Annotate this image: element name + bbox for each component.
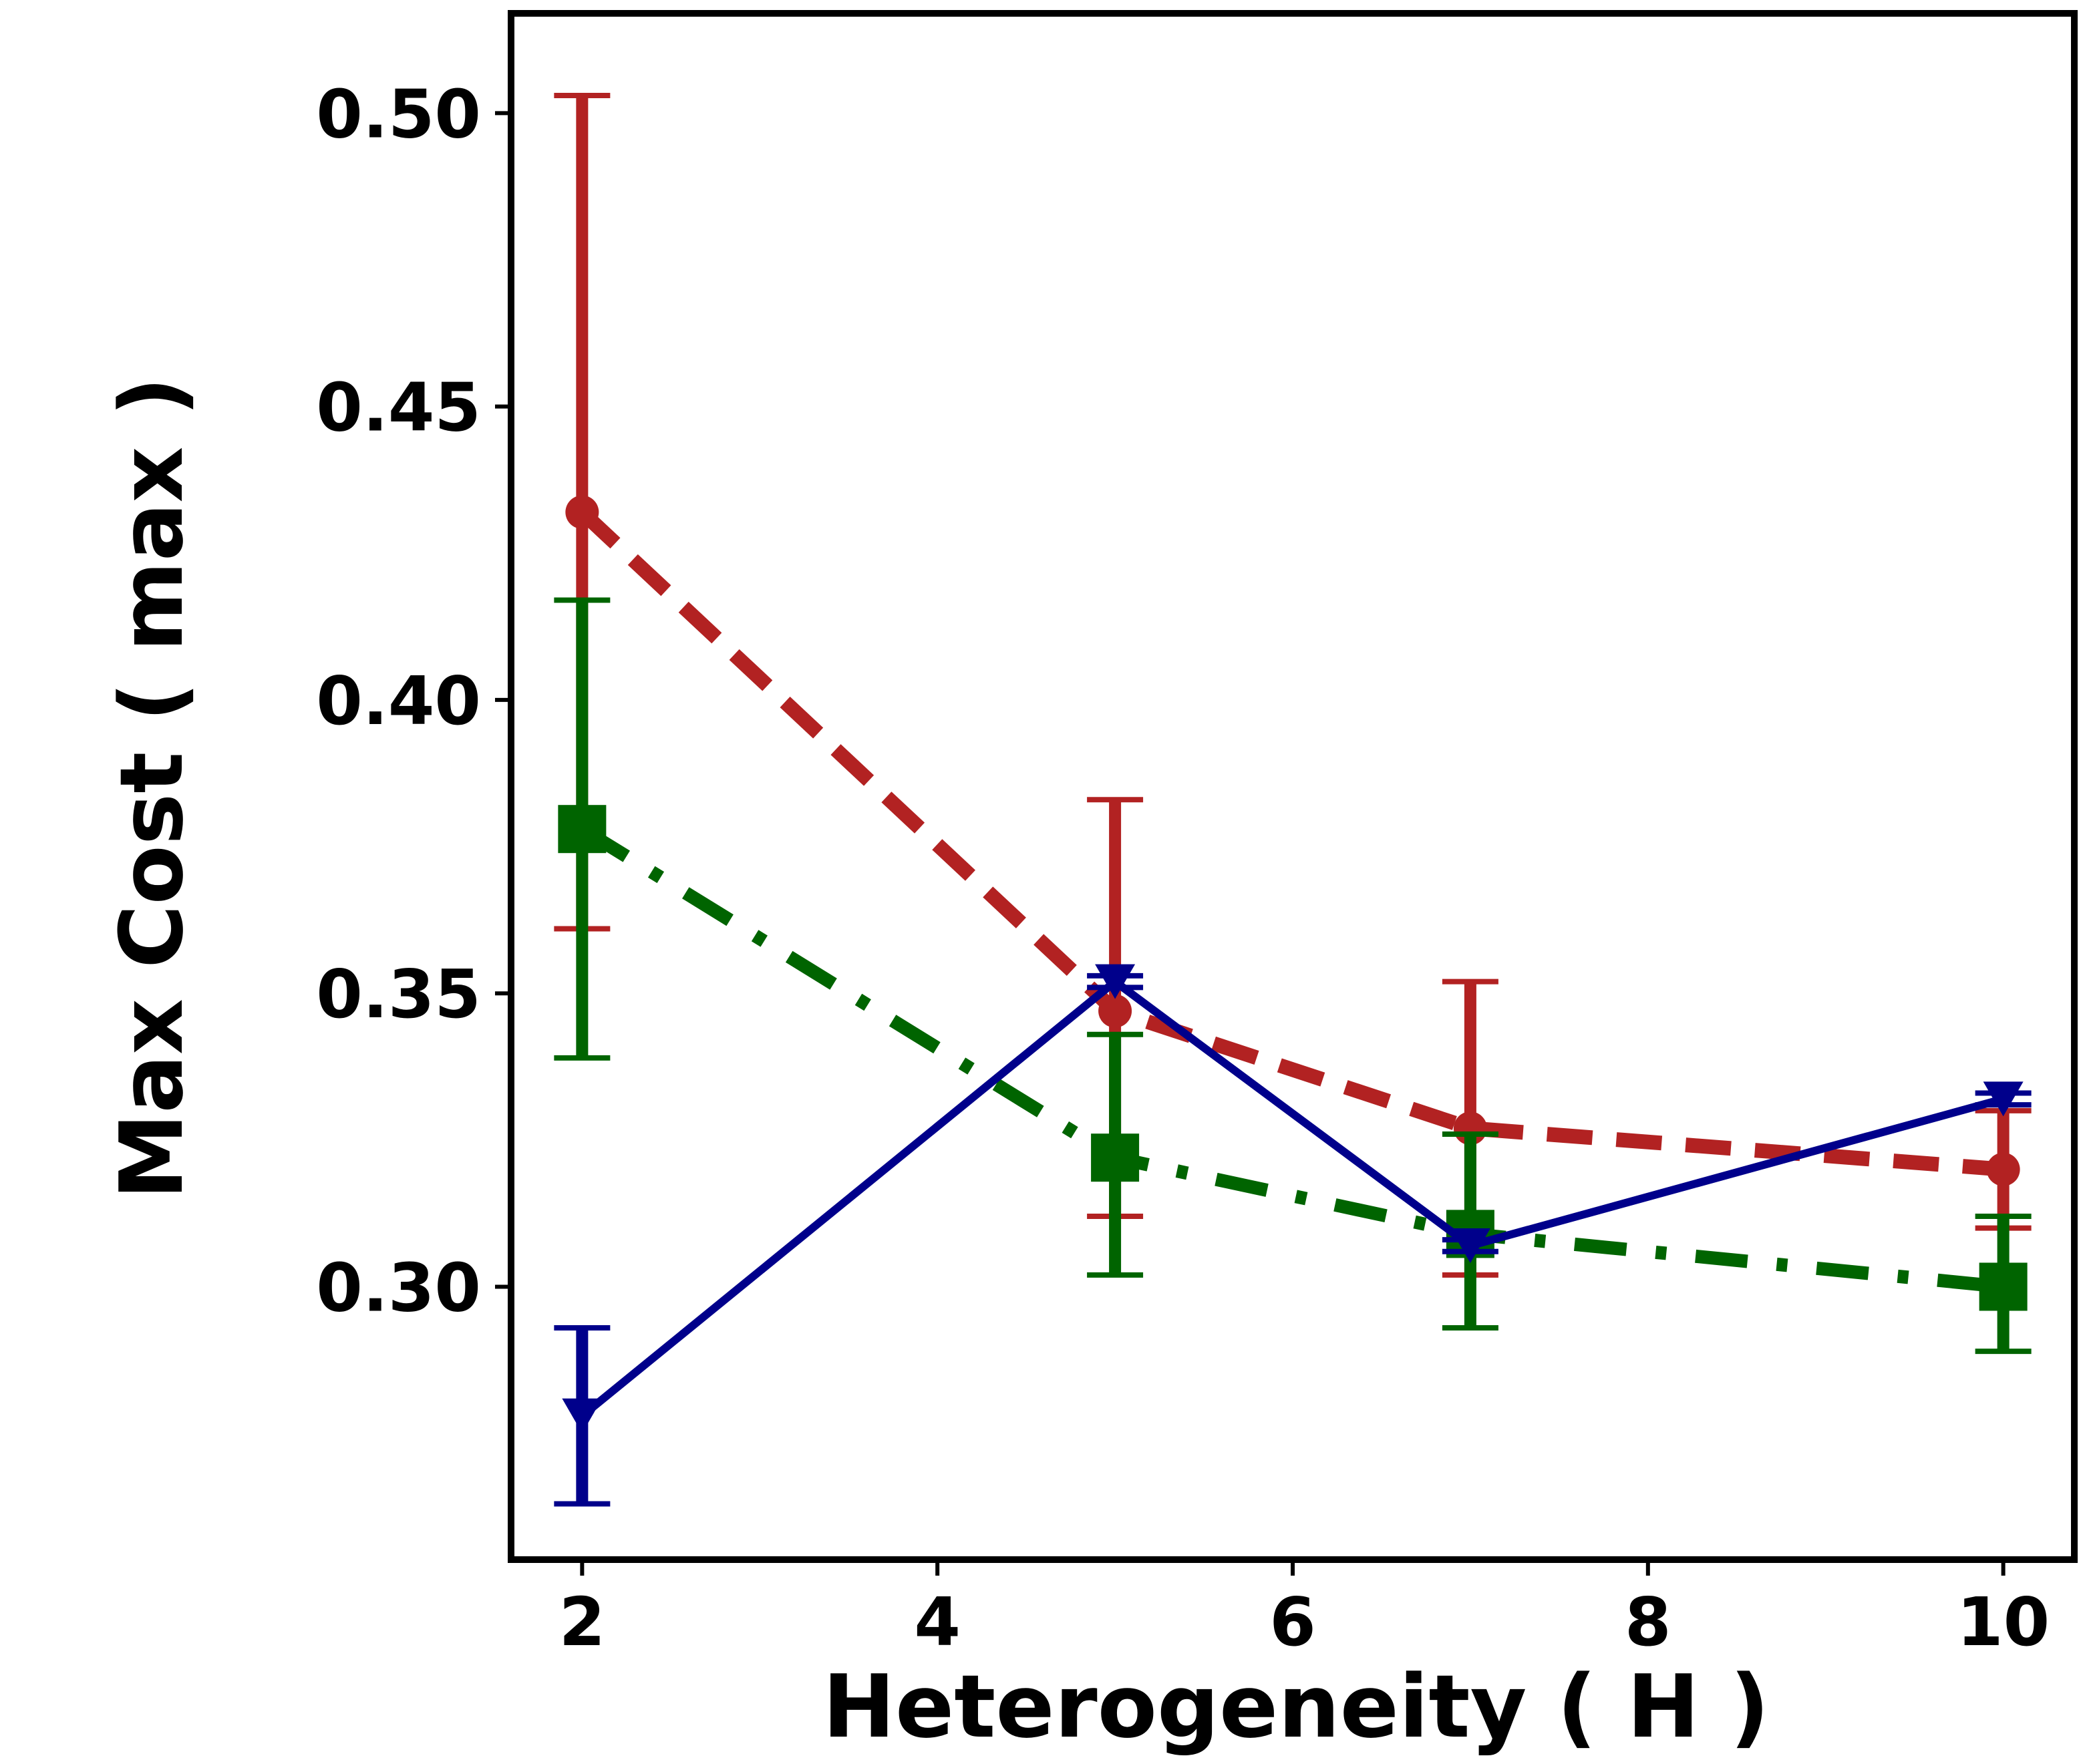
data-point — [1450, 1228, 1490, 1263]
series-line — [579, 977, 2005, 1419]
x-tick-label: 4 — [914, 1583, 961, 1661]
ticks-layer: 2 4 6 8 10 0.30 0.35 0.40 0.45 0.50 — [316, 75, 2050, 1661]
y-tick-label: 0.50 — [316, 75, 481, 153]
series-line — [577, 506, 2004, 1177]
y-axis-title: Max Cost ( max ) — [101, 377, 202, 1200]
y-tick-label: 0.40 — [316, 662, 481, 740]
series-green-dashdot-square — [554, 597, 2032, 1355]
series-blue-solid-triangle — [554, 964, 2032, 1507]
x-tick-label: 10 — [1957, 1583, 2050, 1661]
data-point — [1986, 1152, 2020, 1186]
data-point — [1983, 1081, 2024, 1117]
data-point — [558, 805, 607, 854]
x-tick-label: 8 — [1625, 1583, 1671, 1661]
x-axis-title: Heterogeneity ( H ) — [822, 1656, 1770, 1757]
data-point — [1979, 1262, 2028, 1311]
y-tick-label: 0.45 — [316, 369, 481, 447]
y-tick-label: 0.30 — [316, 1248, 481, 1327]
data-point — [562, 1398, 603, 1433]
series-line — [579, 823, 2004, 1294]
y-tick-label: 0.35 — [316, 955, 481, 1033]
plot-frame — [508, 10, 2078, 1563]
x-tick-label: 6 — [1269, 1583, 1316, 1661]
data-point — [1095, 964, 1136, 999]
data-point — [565, 495, 599, 529]
x-tick-label: 2 — [559, 1583, 606, 1661]
data-point — [1098, 994, 1132, 1028]
data-point — [1091, 1133, 1140, 1182]
series-layer — [554, 92, 2032, 1507]
